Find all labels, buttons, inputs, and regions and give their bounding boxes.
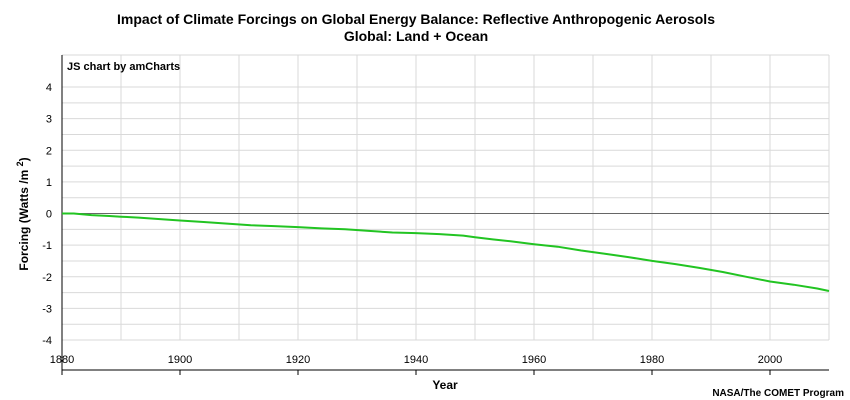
chart-title: Impact of Climate Forcings on Global Ene…: [117, 11, 715, 27]
y-tick-label: -1: [42, 240, 52, 252]
y-tick-label: -4: [42, 335, 52, 347]
x-tick-label: 2000: [758, 354, 782, 366]
x-tick-label: 1960: [522, 354, 546, 366]
y-tick-label: -2: [42, 272, 52, 284]
y-tick-label: 2: [46, 145, 52, 157]
y-tick-label: -3: [42, 303, 52, 315]
credit-text: NASA/The COMET Program: [712, 388, 844, 399]
x-tick-label: 1920: [286, 354, 310, 366]
grid: [62, 54, 830, 341]
y-tick-label: 3: [46, 114, 52, 126]
x-tick-label: 1880: [50, 354, 74, 366]
y-tick-label: 0: [46, 209, 52, 221]
chart-subtitle: Global: Land + Ocean: [344, 28, 488, 44]
amcharts-watermark[interactable]: JS chart by amCharts: [67, 61, 180, 73]
x-tick-label: 1900: [168, 354, 192, 366]
x-tick-label: 1980: [640, 354, 664, 366]
y-tick-label: 4: [46, 82, 52, 94]
y-tick-label: 1: [46, 177, 52, 189]
series-layer: [62, 212, 830, 292]
x-tick-label: 1940: [404, 354, 428, 366]
x-axis-label: Year: [432, 378, 458, 392]
y-axis-label-superscript: 2: [15, 161, 25, 166]
y-axis-label-text: Forcing (Watts /m: [17, 170, 31, 271]
y-axis-label-close: ): [17, 157, 31, 161]
series-line-0[interactable]: [62, 212, 830, 292]
axes: [61, 55, 829, 375]
y-axis-label: Forcing (Watts /m 2): [15, 157, 31, 270]
tick-labels: 1880 1900 1920 1940 1960 1980 2000 4 3 2 1 0 -1 -2 -3 -…: [42, 82, 782, 366]
